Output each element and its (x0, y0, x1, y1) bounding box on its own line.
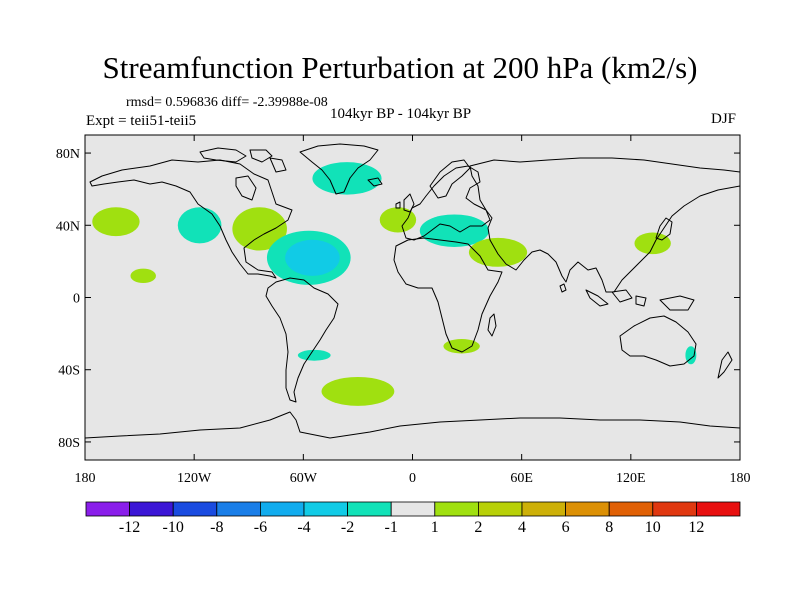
anomaly-eastern-north-america-positive (232, 207, 287, 251)
anomaly-south-africa-positive (443, 339, 480, 354)
latitude-axis: 80N 40N 0 40S 80S (56, 147, 740, 451)
colorbar-swatch (259, 501, 305, 517)
y-tick-label: 80N (56, 147, 80, 162)
y-tick-label: 80S (58, 436, 80, 451)
colorbar-label: -2 (341, 519, 354, 536)
season-label: DJF (711, 111, 737, 127)
coast-asia (469, 157, 740, 293)
colorbar-swatch (303, 501, 348, 517)
colorbar-label: -6 (254, 519, 267, 536)
coast-europe (401, 165, 491, 241)
anomaly-east-asia-positive (634, 232, 671, 255)
anomaly-subtropical-pacific-positive (130, 268, 156, 284)
y-tick-label: 40N (56, 219, 80, 234)
anomaly-atlantic-center-negative-inner (285, 239, 340, 276)
coast-hudson-bay (235, 175, 257, 201)
x-tick-label: 180 (730, 471, 751, 486)
anomaly-greenland-negative (312, 162, 382, 195)
coast-africa (393, 237, 503, 353)
x-tick-label: 60E (510, 471, 533, 486)
coast-new-zealand (717, 351, 733, 379)
anomaly-north-pacific-positive (92, 207, 140, 237)
colorbar-swatch (85, 501, 130, 517)
colorbar-label: -8 (210, 519, 223, 536)
coast-arctic-islands (199, 147, 287, 173)
x-tick-label: 120W (177, 471, 212, 486)
colorbar-label: 12 (688, 519, 704, 536)
colorbar-label: 1 (431, 519, 439, 536)
stats-text: rmsd= 0.596836 diff= -2.39988e-08 (126, 95, 328, 110)
anomaly-mediterranean-negative (419, 214, 489, 247)
colorbar-label: 4 (518, 519, 526, 536)
anomaly-australia-negative (685, 346, 697, 365)
coast-iceland (367, 177, 383, 187)
colorbar-label: 6 (562, 519, 570, 536)
map-background (85, 135, 740, 460)
colorbar-swatch (129, 501, 174, 517)
colorbar-swatch (477, 501, 523, 517)
experiment-label: Expt = teii51-teii5 (86, 113, 197, 129)
coast-japan (655, 217, 673, 241)
colorbar-label: -12 (119, 519, 140, 536)
anomaly-south-atlantic-positive (321, 376, 395, 406)
colorbar-swatch (521, 501, 566, 517)
period-label: 104kyr BP - 104kyr BP (330, 106, 472, 122)
coast-greenland (299, 143, 379, 195)
coastlines (85, 143, 740, 439)
y-tick-label: 40S (58, 364, 80, 379)
colorbar-label: -1 (385, 519, 398, 536)
coast-indonesia (585, 289, 695, 311)
colorbar: -12 -10 -8 -6 -4 -2 -1 1 2 4 6 8 10 12 (85, 501, 741, 536)
x-tick-label: 180 (75, 471, 96, 486)
colorbar-swatch (172, 501, 218, 517)
y-tick-label: 0 (73, 292, 80, 307)
colorbar-swatch (434, 501, 479, 517)
coast-scandinavia (429, 159, 471, 199)
coast-australia (619, 315, 697, 367)
colorbar-label: 10 (645, 519, 661, 536)
colorbar-swatch (696, 501, 741, 517)
colorbar-swatch (608, 501, 654, 517)
longitude-axis: 180 120W 60W 0 60E 120E 180 (75, 135, 751, 486)
anomaly-south-america-negative (297, 349, 331, 361)
colorbar-swatch (652, 501, 697, 517)
colorbar-swatch (390, 501, 436, 517)
x-tick-label: 0 (409, 471, 416, 486)
coast-antarctica (85, 411, 740, 439)
coast-india-srilanka (559, 283, 567, 293)
colorbar-swatch (347, 501, 392, 517)
colorbar-label: 8 (605, 519, 613, 536)
colorbar-swatch (565, 501, 610, 517)
plot-title: Streamfunction Perturbation at 200 hPa (… (102, 50, 698, 85)
colorbar-label: -4 (297, 519, 310, 536)
coast-british-isles (395, 193, 415, 213)
anomaly-eastern-atlantic-positive (379, 207, 417, 233)
coast-madagascar (487, 313, 497, 337)
colorbar-label: -10 (163, 519, 184, 536)
coast-south-america (265, 277, 339, 403)
x-tick-label: 60W (290, 471, 318, 486)
anomaly-layer (92, 162, 697, 406)
x-tick-label: 120E (616, 471, 646, 486)
anomaly-middle-east-positive (468, 237, 528, 267)
colorbar-swatch (216, 501, 261, 517)
colorbar-label: 2 (474, 519, 482, 536)
anomaly-western-north-america-negative (177, 207, 222, 244)
coast-north-america (89, 159, 293, 279)
